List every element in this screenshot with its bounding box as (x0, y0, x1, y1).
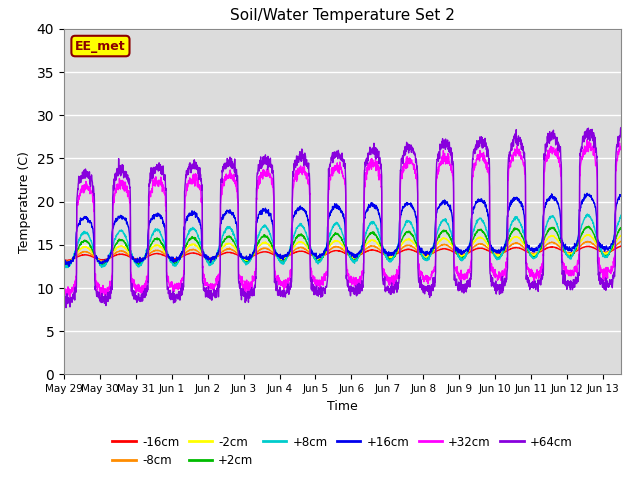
X-axis label: Time: Time (327, 400, 358, 413)
Legend: -16cm, -8cm, -2cm, +2cm, +8cm, +16cm, +32cm, +64cm: -16cm, -8cm, -2cm, +2cm, +8cm, +16cm, +3… (108, 431, 577, 472)
Text: EE_met: EE_met (75, 39, 126, 52)
Title: Soil/Water Temperature Set 2: Soil/Water Temperature Set 2 (230, 9, 455, 24)
Y-axis label: Temperature (C): Temperature (C) (18, 151, 31, 252)
